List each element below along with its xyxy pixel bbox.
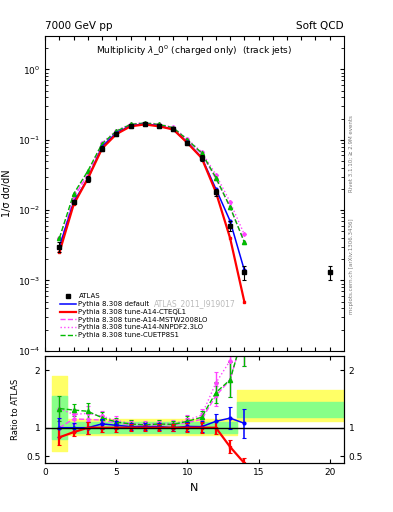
Text: mcplots.cern.ch [arXiv:1306.3436]: mcplots.cern.ch [arXiv:1306.3436] (349, 219, 354, 314)
Text: Multiplicity $\lambda\_0^0$ (charged only)  (track jets): Multiplicity $\lambda\_0^0$ (charged onl… (96, 44, 293, 58)
Pythia 8.308 tune-A14-NNPDF2.3LO (86, 169, 90, 175)
Pythia 8.308 tune-A14-MSTW2008LO (128, 122, 133, 128)
Pythia 8.308 tune-A14-MSTW2008LO (86, 172, 90, 178)
Pythia 8.308 tune-A14-MSTW2008LO (228, 204, 232, 210)
Pythia 8.308 tune-CUETP8S1 (228, 204, 232, 210)
Pythia 8.308 tune-A14-MSTW2008LO (199, 151, 204, 157)
Pythia 8.308 tune-CUETP8S1 (86, 168, 90, 174)
Pythia 8.308 tune-A14-NNPDF2.3LO (213, 172, 218, 178)
Pythia 8.308 tune-A14-NNPDF2.3LO (199, 149, 204, 155)
Text: Soft QCD: Soft QCD (296, 21, 344, 31)
Pythia 8.308 tune-CUETP8S1 (213, 175, 218, 181)
Legend: ATLAS, Pythia 8.308 default, Pythia 8.308 tune-A14-CTEQL1, Pythia 8.308 tune-A14: ATLAS, Pythia 8.308 default, Pythia 8.30… (58, 291, 211, 341)
Pythia 8.308 tune-CUETP8S1 (57, 235, 62, 241)
Text: ATLAS_2011_I919017: ATLAS_2011_I919017 (154, 299, 235, 308)
Pythia 8.308 tune-A14-MSTW2008LO (157, 122, 162, 128)
Pythia 8.308 tune-A14-NNPDF2.3LO (171, 124, 176, 131)
Text: Rivet 3.1.10; ≥ 2.9M events: Rivet 3.1.10; ≥ 2.9M events (349, 115, 354, 192)
Pythia 8.308 tune-CUETP8S1 (114, 128, 119, 134)
Line: Pythia 8.308 tune-CUETP8S1: Pythia 8.308 tune-CUETP8S1 (57, 121, 246, 244)
Pythia 8.308 tune-CUETP8S1 (185, 137, 190, 143)
Pythia 8.308 tune-A14-NNPDF2.3LO (185, 136, 190, 142)
Pythia 8.308 tune-A14-NNPDF2.3LO (71, 193, 76, 199)
Line: Pythia 8.308 tune-A14-NNPDF2.3LO: Pythia 8.308 tune-A14-NNPDF2.3LO (58, 121, 246, 240)
Pythia 8.308 tune-A14-MSTW2008LO (242, 239, 247, 245)
Pythia 8.308 tune-CUETP8S1 (142, 120, 147, 126)
Pythia 8.308 tune-A14-NNPDF2.3LO (242, 231, 247, 238)
X-axis label: N: N (190, 483, 199, 493)
Pythia 8.308 tune-A14-MSTW2008LO (185, 137, 190, 143)
Pythia 8.308 tune-CUETP8S1 (100, 141, 105, 147)
Pythia 8.308 tune-A14-MSTW2008LO (71, 195, 76, 201)
Pythia 8.308 tune-A14-MSTW2008LO (114, 129, 119, 135)
Pythia 8.308 tune-A14-MSTW2008LO (100, 142, 105, 148)
Pythia 8.308 tune-A14-MSTW2008LO (213, 176, 218, 182)
Pythia 8.308 tune-CUETP8S1 (71, 191, 76, 197)
Pythia 8.308 tune-A14-MSTW2008LO (171, 125, 176, 131)
Text: 7000 GeV pp: 7000 GeV pp (45, 21, 113, 31)
Y-axis label: 1/σ dσ/dN: 1/σ dσ/dN (2, 169, 12, 217)
Pythia 8.308 tune-A14-NNPDF2.3LO (57, 235, 62, 241)
Pythia 8.308 tune-CUETP8S1 (128, 121, 133, 127)
Line: Pythia 8.308 tune-A14-MSTW2008LO: Pythia 8.308 tune-A14-MSTW2008LO (58, 122, 246, 248)
Pythia 8.308 tune-CUETP8S1 (157, 121, 162, 127)
Pythia 8.308 tune-A14-NNPDF2.3LO (142, 120, 147, 126)
Pythia 8.308 tune-A14-NNPDF2.3LO (228, 199, 232, 205)
Pythia 8.308 tune-A14-NNPDF2.3LO (114, 127, 119, 134)
Pythia 8.308 tune-CUETP8S1 (171, 125, 176, 131)
Pythia 8.308 tune-A14-NNPDF2.3LO (128, 121, 133, 127)
Pythia 8.308 tune-CUETP8S1 (242, 239, 247, 245)
Pythia 8.308 tune-A14-MSTW2008LO (57, 244, 62, 250)
Pythia 8.308 tune-A14-NNPDF2.3LO (100, 140, 105, 146)
Pythia 8.308 tune-A14-NNPDF2.3LO (157, 121, 162, 127)
Y-axis label: Ratio to ATLAS: Ratio to ATLAS (11, 379, 20, 440)
Pythia 8.308 tune-CUETP8S1 (199, 150, 204, 156)
Pythia 8.308 tune-A14-MSTW2008LO (142, 120, 147, 126)
